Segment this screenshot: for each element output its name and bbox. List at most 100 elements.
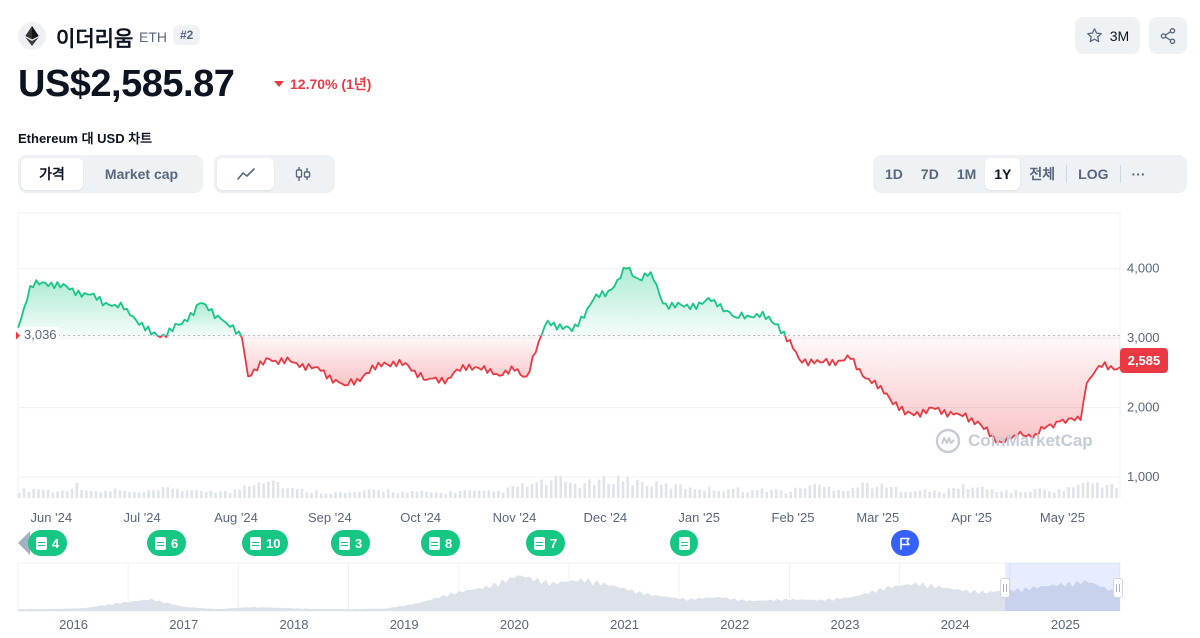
volume-bar bbox=[985, 489, 989, 498]
event-count: 4 bbox=[52, 535, 60, 551]
volume-bar bbox=[530, 484, 534, 498]
range-handle-right[interactable] bbox=[1113, 578, 1123, 598]
volume-bar bbox=[319, 493, 323, 498]
ethereum-logo-icon bbox=[18, 22, 46, 50]
volume-bar bbox=[885, 487, 888, 498]
volume-bar bbox=[794, 487, 797, 498]
candlestick-button[interactable] bbox=[274, 158, 331, 190]
document-icon bbox=[250, 536, 261, 550]
price-chart[interactable]: 4,000 3,000 2,000 1,000 Jun '24 Jul '24 Aug '… bbox=[0, 205, 1200, 638]
volume-bar bbox=[343, 492, 347, 498]
volume-bar bbox=[765, 492, 769, 498]
volume-bar bbox=[861, 482, 864, 498]
metric-toggle: 가격 Market cap bbox=[18, 155, 203, 193]
volume-bar bbox=[1005, 490, 1008, 498]
volume-bar bbox=[832, 490, 836, 498]
volume-bar bbox=[152, 490, 155, 498]
volume-bar bbox=[856, 487, 860, 498]
document-icon bbox=[36, 536, 47, 550]
volume-bar bbox=[808, 485, 812, 498]
event-pill[interactable]: 8 bbox=[421, 530, 461, 556]
event-count: 8 bbox=[445, 535, 453, 551]
share-button[interactable] bbox=[1149, 17, 1187, 54]
volume-bar bbox=[468, 490, 471, 498]
volume-bar bbox=[291, 488, 294, 498]
range-overview[interactable] bbox=[17, 562, 1121, 612]
watchlist-button[interactable]: 3M bbox=[1075, 17, 1140, 54]
volume-bar bbox=[142, 492, 146, 498]
tab-price[interactable]: 가격 bbox=[21, 158, 83, 190]
tab-market-cap[interactable]: Market cap bbox=[104, 166, 179, 182]
range-1d[interactable]: 1D bbox=[885, 166, 903, 182]
volume-bar bbox=[1115, 487, 1118, 498]
volume-bar bbox=[214, 492, 218, 498]
volume-bar bbox=[430, 492, 433, 498]
overview-year-label: 2022 bbox=[720, 617, 749, 632]
volume-bar bbox=[928, 491, 931, 498]
volume-bar bbox=[454, 493, 457, 498]
volume-bar bbox=[70, 488, 74, 498]
x-tick-label: Dec '24 bbox=[583, 510, 627, 525]
range-7d[interactable]: 7D bbox=[920, 166, 939, 182]
range-1m[interactable]: 1M bbox=[956, 166, 977, 182]
volume-bar bbox=[180, 490, 184, 498]
volume-bar bbox=[957, 488, 960, 498]
volume-bar bbox=[1009, 492, 1013, 498]
volume-bar bbox=[559, 476, 563, 498]
volume-bar bbox=[41, 489, 45, 498]
line-below-reference bbox=[784, 335, 1121, 444]
volume-bar bbox=[875, 486, 879, 498]
event-pill[interactable]: 3 bbox=[331, 530, 371, 556]
volume-bar bbox=[46, 489, 50, 498]
range-handle-left[interactable] bbox=[1000, 578, 1010, 598]
volume-bar bbox=[660, 484, 663, 498]
volume-bar bbox=[463, 490, 467, 498]
log-toggle[interactable]: LOG bbox=[1078, 166, 1109, 182]
document-icon bbox=[534, 536, 545, 550]
chart-type-toggle bbox=[214, 155, 335, 193]
event-pill[interactable] bbox=[670, 530, 698, 556]
volume-bar bbox=[760, 488, 764, 498]
x-tick-label: Jun '24 bbox=[31, 510, 73, 525]
volume-bar bbox=[94, 491, 98, 498]
volume-bar bbox=[99, 492, 103, 498]
reference-marker bbox=[16, 331, 20, 340]
price-line bbox=[16, 266, 1121, 444]
line-above-reference bbox=[540, 266, 786, 336]
line-chart-button[interactable] bbox=[217, 158, 274, 190]
event-flag[interactable] bbox=[891, 530, 919, 556]
x-tick-label: May '25 bbox=[1040, 510, 1085, 525]
volume-bar bbox=[1062, 491, 1066, 498]
x-tick-label: Mar '25 bbox=[856, 510, 899, 525]
event-pill[interactable]: 6 bbox=[147, 530, 187, 556]
volume-bar bbox=[118, 490, 122, 498]
volume-bar bbox=[564, 481, 567, 498]
volume-bar bbox=[693, 489, 697, 498]
volume-bar bbox=[827, 486, 831, 498]
range-1y[interactable]: 1Y bbox=[985, 158, 1021, 190]
volume-bar bbox=[444, 494, 448, 498]
volume-bar bbox=[707, 487, 711, 498]
area-above-reference bbox=[541, 267, 786, 336]
range-all[interactable]: 전체 bbox=[1029, 166, 1056, 182]
volume-bar bbox=[1038, 488, 1042, 498]
volume-bar bbox=[981, 486, 984, 498]
volume-bar bbox=[736, 487, 740, 498]
volume-bar bbox=[449, 491, 452, 498]
volume-bar bbox=[683, 488, 687, 498]
coinmarketcap-watermark: CoinMarketCap bbox=[935, 428, 1093, 454]
volume-bar bbox=[784, 493, 788, 498]
volume-bar bbox=[952, 488, 955, 498]
event-pill[interactable]: 4 bbox=[28, 530, 68, 556]
volume-bar bbox=[851, 487, 855, 498]
volume-bar bbox=[37, 489, 40, 498]
volume-bar bbox=[209, 490, 213, 498]
volume-bar bbox=[75, 482, 79, 498]
event-pill[interactable]: 7 bbox=[526, 530, 566, 556]
more-options-button[interactable]: ··· bbox=[1131, 166, 1146, 182]
volume-bar bbox=[27, 491, 31, 498]
triangle-down-icon bbox=[274, 81, 284, 87]
volume-bar bbox=[315, 490, 318, 498]
events-scroll-left-button[interactable] bbox=[18, 531, 30, 555]
event-pill[interactable]: 10 bbox=[242, 530, 289, 556]
